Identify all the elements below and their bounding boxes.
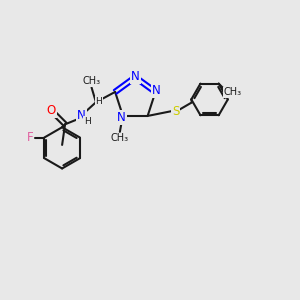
Text: F: F	[27, 131, 33, 144]
Text: H: H	[84, 117, 91, 126]
Text: N: N	[152, 84, 161, 97]
Text: CH₃: CH₃	[82, 76, 100, 86]
Text: CH₃: CH₃	[224, 88, 242, 98]
Text: N: N	[117, 111, 126, 124]
Text: S: S	[172, 105, 179, 118]
Text: H: H	[95, 97, 102, 106]
Text: N: N	[77, 109, 85, 122]
Text: N: N	[131, 70, 140, 83]
Text: O: O	[46, 104, 56, 117]
Text: CH₃: CH₃	[111, 133, 129, 143]
